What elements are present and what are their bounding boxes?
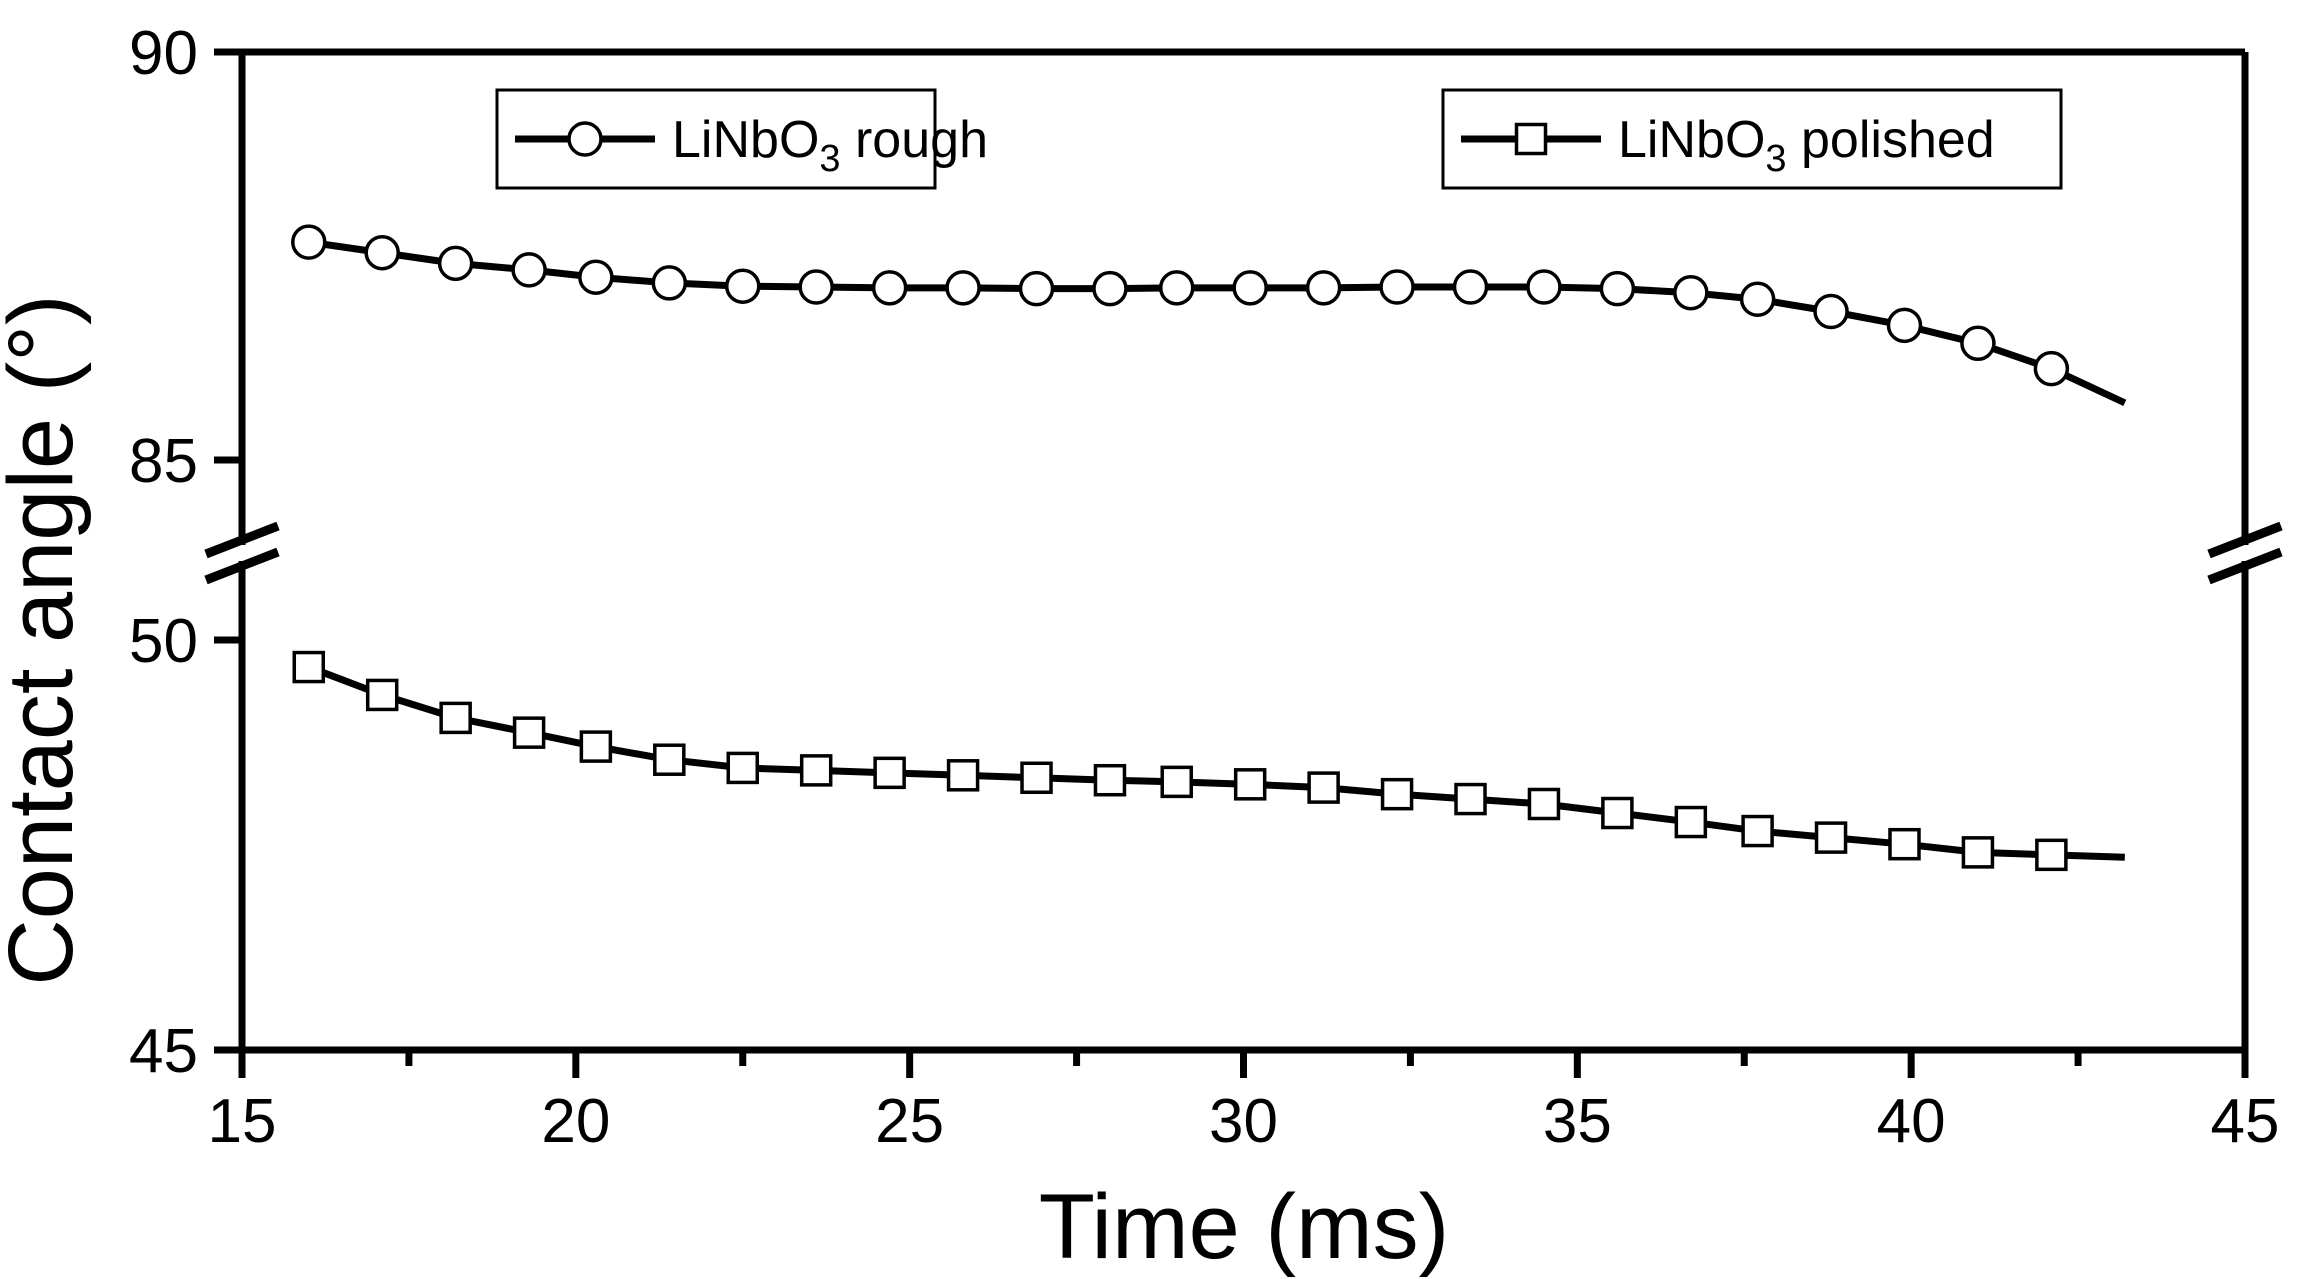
axis-break-icon: [204, 521, 280, 559]
data-point-circle: [725, 268, 761, 304]
data-point-circle: [1158, 270, 1195, 306]
legend-rough: LiNbO3 rough: [495, 88, 988, 190]
data-point-square: [2035, 838, 2068, 872]
data-point-square: [1741, 814, 1774, 848]
series-line-rough: [308, 238, 2127, 407]
data-point-square: [1888, 827, 1921, 861]
data-point-square: [1674, 805, 1708, 839]
axis-break-icon: [204, 547, 280, 585]
legend-polished: LiNbO3 polished: [1441, 88, 2063, 190]
x-tick-label: 25: [875, 1087, 944, 1156]
data-point-circle: [1379, 269, 1415, 305]
axis-break-icon: [2207, 547, 2283, 585]
data-point-circle: [1813, 293, 1849, 330]
data-point-circle: [1092, 270, 1128, 307]
data-point-square: [1961, 836, 1995, 869]
data-point-square: [873, 756, 906, 790]
data-point-square: [439, 701, 472, 735]
legend-rough-label: LiNbO3 rough: [672, 111, 988, 180]
data-point-circle: [1305, 270, 1342, 306]
x-tick-label: 30: [1209, 1087, 1278, 1156]
axis-break-gap: [2239, 545, 2251, 561]
data-point-square: [292, 650, 326, 684]
chart-layers: 15 20 25 30 35 40 45 90 85 50 45: [129, 19, 2283, 1156]
data-point-square: [1093, 763, 1127, 797]
data-point-square: [1601, 796, 1634, 830]
square-marker-icon: [1514, 122, 1548, 156]
data-point-circle: [1452, 269, 1489, 305]
data-point-square: [946, 759, 980, 792]
x-tick-label: 15: [208, 1087, 277, 1156]
data-point-circle: [1739, 281, 1776, 317]
data-point-circle: [578, 259, 614, 295]
data-point-circle: [1960, 325, 1996, 362]
legend-polished-label: LiNbO3 polished: [1618, 111, 1995, 180]
data-point-circle: [651, 265, 688, 301]
y-tick-label: 45: [129, 1017, 198, 1086]
data-point-square: [1380, 777, 1414, 811]
data-point-circle: [511, 252, 547, 288]
circle-marker-icon: [567, 121, 603, 157]
data-point-square: [1233, 768, 1267, 801]
data-point-circle: [437, 245, 474, 282]
data-point-circle: [291, 224, 327, 260]
data-point-square: [1814, 821, 1848, 854]
data-point-circle: [1886, 307, 1923, 344]
x-axis-title: Time (ms): [1039, 1176, 1450, 1278]
data-point-circle: [2033, 350, 2070, 387]
axis-break-gap: [236, 545, 248, 561]
data-point-square: [726, 751, 759, 785]
data-point-circle: [1526, 269, 1562, 305]
data-point-square: [653, 743, 686, 776]
y-tick-label: 85: [129, 427, 198, 496]
axis-break-icon: [2207, 521, 2283, 559]
data-point-square: [1454, 782, 1487, 816]
data-point-circle: [1018, 270, 1055, 307]
data-point-square: [579, 730, 613, 763]
data-point-circle: [798, 269, 834, 305]
data-point-circle: [1599, 270, 1636, 307]
y-axis-title: Contact angle (°): [0, 294, 92, 985]
data-point-circle: [871, 270, 908, 306]
data-point-circle: [1673, 274, 1709, 311]
data-point-square: [799, 754, 833, 787]
data-point-circle: [364, 234, 400, 271]
data-point-square: [1527, 787, 1561, 821]
y-tick-label: 50: [129, 607, 198, 676]
data-point-square: [1160, 765, 1193, 799]
x-tick-label: 20: [541, 1087, 610, 1156]
data-point-square: [365, 678, 399, 712]
data-point-circle: [1232, 270, 1268, 306]
x-tick-label: 40: [1877, 1087, 1946, 1156]
data-point-circle: [945, 270, 981, 306]
data-point-square: [1020, 761, 1053, 795]
x-tick-label: 45: [2211, 1087, 2280, 1156]
y-tick-label: 90: [129, 19, 198, 88]
data-point-square: [512, 716, 546, 749]
data-point-square: [1307, 771, 1340, 804]
x-tick-label: 35: [1543, 1087, 1612, 1156]
